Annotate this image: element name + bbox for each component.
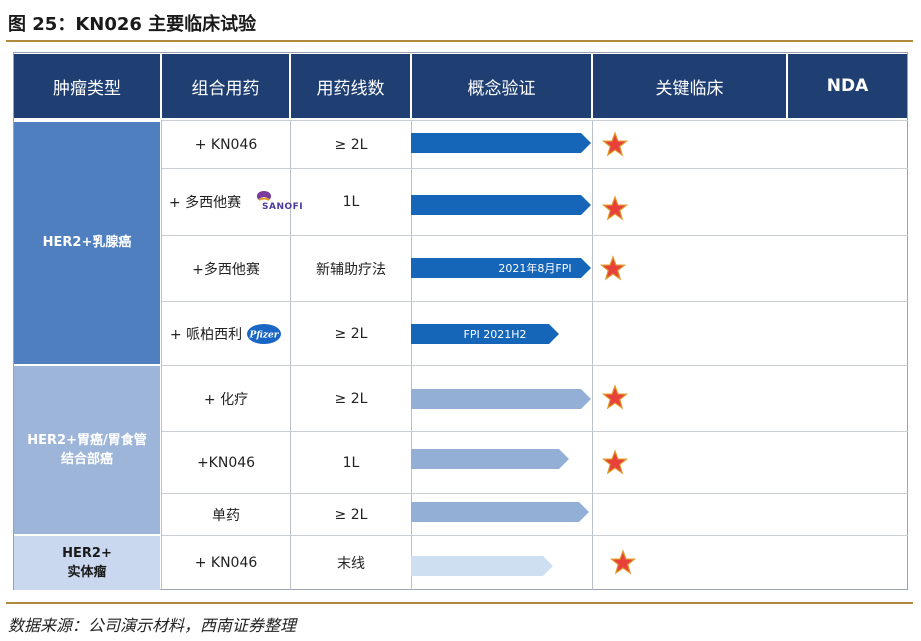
pfizer-logo-icon: Pfizer	[246, 322, 282, 346]
combo-cell: 单药	[162, 494, 290, 535]
header-proof-of-concept: 概念验证	[412, 54, 591, 118]
grid-line	[162, 120, 908, 121]
trial-table-frame	[13, 52, 908, 590]
progress-arrow	[411, 258, 591, 278]
line-cell: 末线	[291, 536, 411, 590]
arrow-label: FPI 2021H2	[463, 327, 527, 341]
grid-line	[411, 120, 412, 590]
tumor-label: 结合部癌	[60, 452, 113, 467]
star-icon	[602, 195, 628, 221]
grid-line	[162, 535, 908, 536]
line-cell: 1L	[291, 169, 411, 235]
tumor-her2-solid: HER2+ 实体瘤	[14, 536, 160, 590]
line-cell: 新辅助疗法	[291, 236, 411, 301]
line-text: 1L	[342, 454, 360, 471]
progress-arrow	[411, 389, 591, 409]
grid-line	[161, 120, 162, 590]
sanofi-logo-icon	[245, 187, 283, 217]
line-cell: ≥ 2L	[291, 121, 411, 168]
header-tumor-type: 肿瘤类型	[14, 54, 160, 118]
combo-text: 单药	[212, 507, 240, 524]
progress-arrow	[411, 324, 559, 344]
tumor-her2-breast: HER2+乳腺癌	[14, 122, 160, 364]
arrow-label: 2021年8月FPI	[498, 262, 572, 275]
combo-cell: + KN046	[162, 121, 290, 168]
header-pivotal: 关键临床	[593, 54, 786, 118]
grid-line	[162, 365, 908, 366]
line-cell: 1L	[291, 432, 411, 493]
grid-line	[162, 431, 908, 432]
tumor-label: HER2+乳腺癌	[42, 235, 132, 251]
progress-arrow	[411, 502, 589, 522]
figure-title: 图 25：KN026 主要临床试验	[8, 14, 257, 35]
line-text: 末线	[337, 556, 365, 572]
grid-line	[162, 168, 908, 169]
combo-cell: +多西他赛	[162, 236, 290, 301]
line-text: 1L	[342, 194, 360, 210]
header-line-of-therapy: 用药线数	[291, 54, 410, 118]
line-text: ≥ 2L	[334, 390, 368, 407]
tumor-label: HER2+胃癌/胃食管	[27, 432, 147, 448]
combo-cell: +KN046	[162, 432, 290, 493]
combo-text: + KN046	[194, 136, 258, 153]
combo-cell: + KN046	[162, 536, 290, 590]
line-text: ≥ 2L	[334, 506, 368, 523]
combo-text: + KN046	[194, 555, 258, 571]
header-nda: NDA	[788, 54, 907, 118]
pfizer-logo-text: Pfizer	[249, 330, 280, 340]
line-text: ≥ 2L	[334, 325, 368, 342]
line-cell: ≥ 2L	[291, 494, 411, 535]
grid-line	[290, 120, 291, 590]
combo-cell: + 化疗	[162, 366, 290, 431]
star-icon	[602, 384, 628, 410]
sanofi-logo-text: SANOFI	[262, 202, 304, 212]
star-icon	[602, 131, 628, 157]
grid-line	[162, 301, 908, 302]
line-text: 新辅助疗法	[316, 261, 386, 278]
tumor-label: HER2+	[62, 545, 112, 561]
line-text: ≥ 2L	[334, 136, 368, 153]
grid-line	[162, 235, 908, 236]
progress-arrow	[411, 133, 591, 153]
combo-text: + 化疗	[203, 391, 249, 408]
combo-text: + 多西他赛	[168, 195, 242, 211]
star-icon	[610, 549, 636, 575]
grid-line	[592, 120, 593, 590]
progress-arrow	[411, 195, 591, 215]
source-rule	[6, 602, 913, 604]
tumor-label: 实体瘤	[67, 565, 107, 580]
combo-text: +KN046	[196, 454, 256, 471]
source-note: 数据来源：公司演示材料，西南证券整理	[8, 616, 297, 635]
star-icon	[602, 449, 628, 475]
tumor-her2-gastric: HER2+胃癌/胃食管 结合部癌	[14, 366, 160, 534]
line-cell: ≥ 2L	[291, 366, 411, 431]
line-cell: ≥ 2L	[291, 302, 411, 365]
header-combination: 组合用药	[162, 54, 289, 118]
combo-cell: + 哌柏西利 Pfizer	[162, 302, 290, 365]
progress-arrow	[411, 556, 553, 576]
title-rule	[6, 40, 913, 42]
progress-arrow	[411, 449, 569, 469]
combo-text: +多西他赛	[192, 261, 260, 278]
combo-text: + 哌柏西利	[169, 326, 243, 343]
star-icon	[600, 255, 626, 281]
combo-cell: + 多西他赛	[162, 169, 290, 235]
grid-line	[162, 493, 908, 494]
